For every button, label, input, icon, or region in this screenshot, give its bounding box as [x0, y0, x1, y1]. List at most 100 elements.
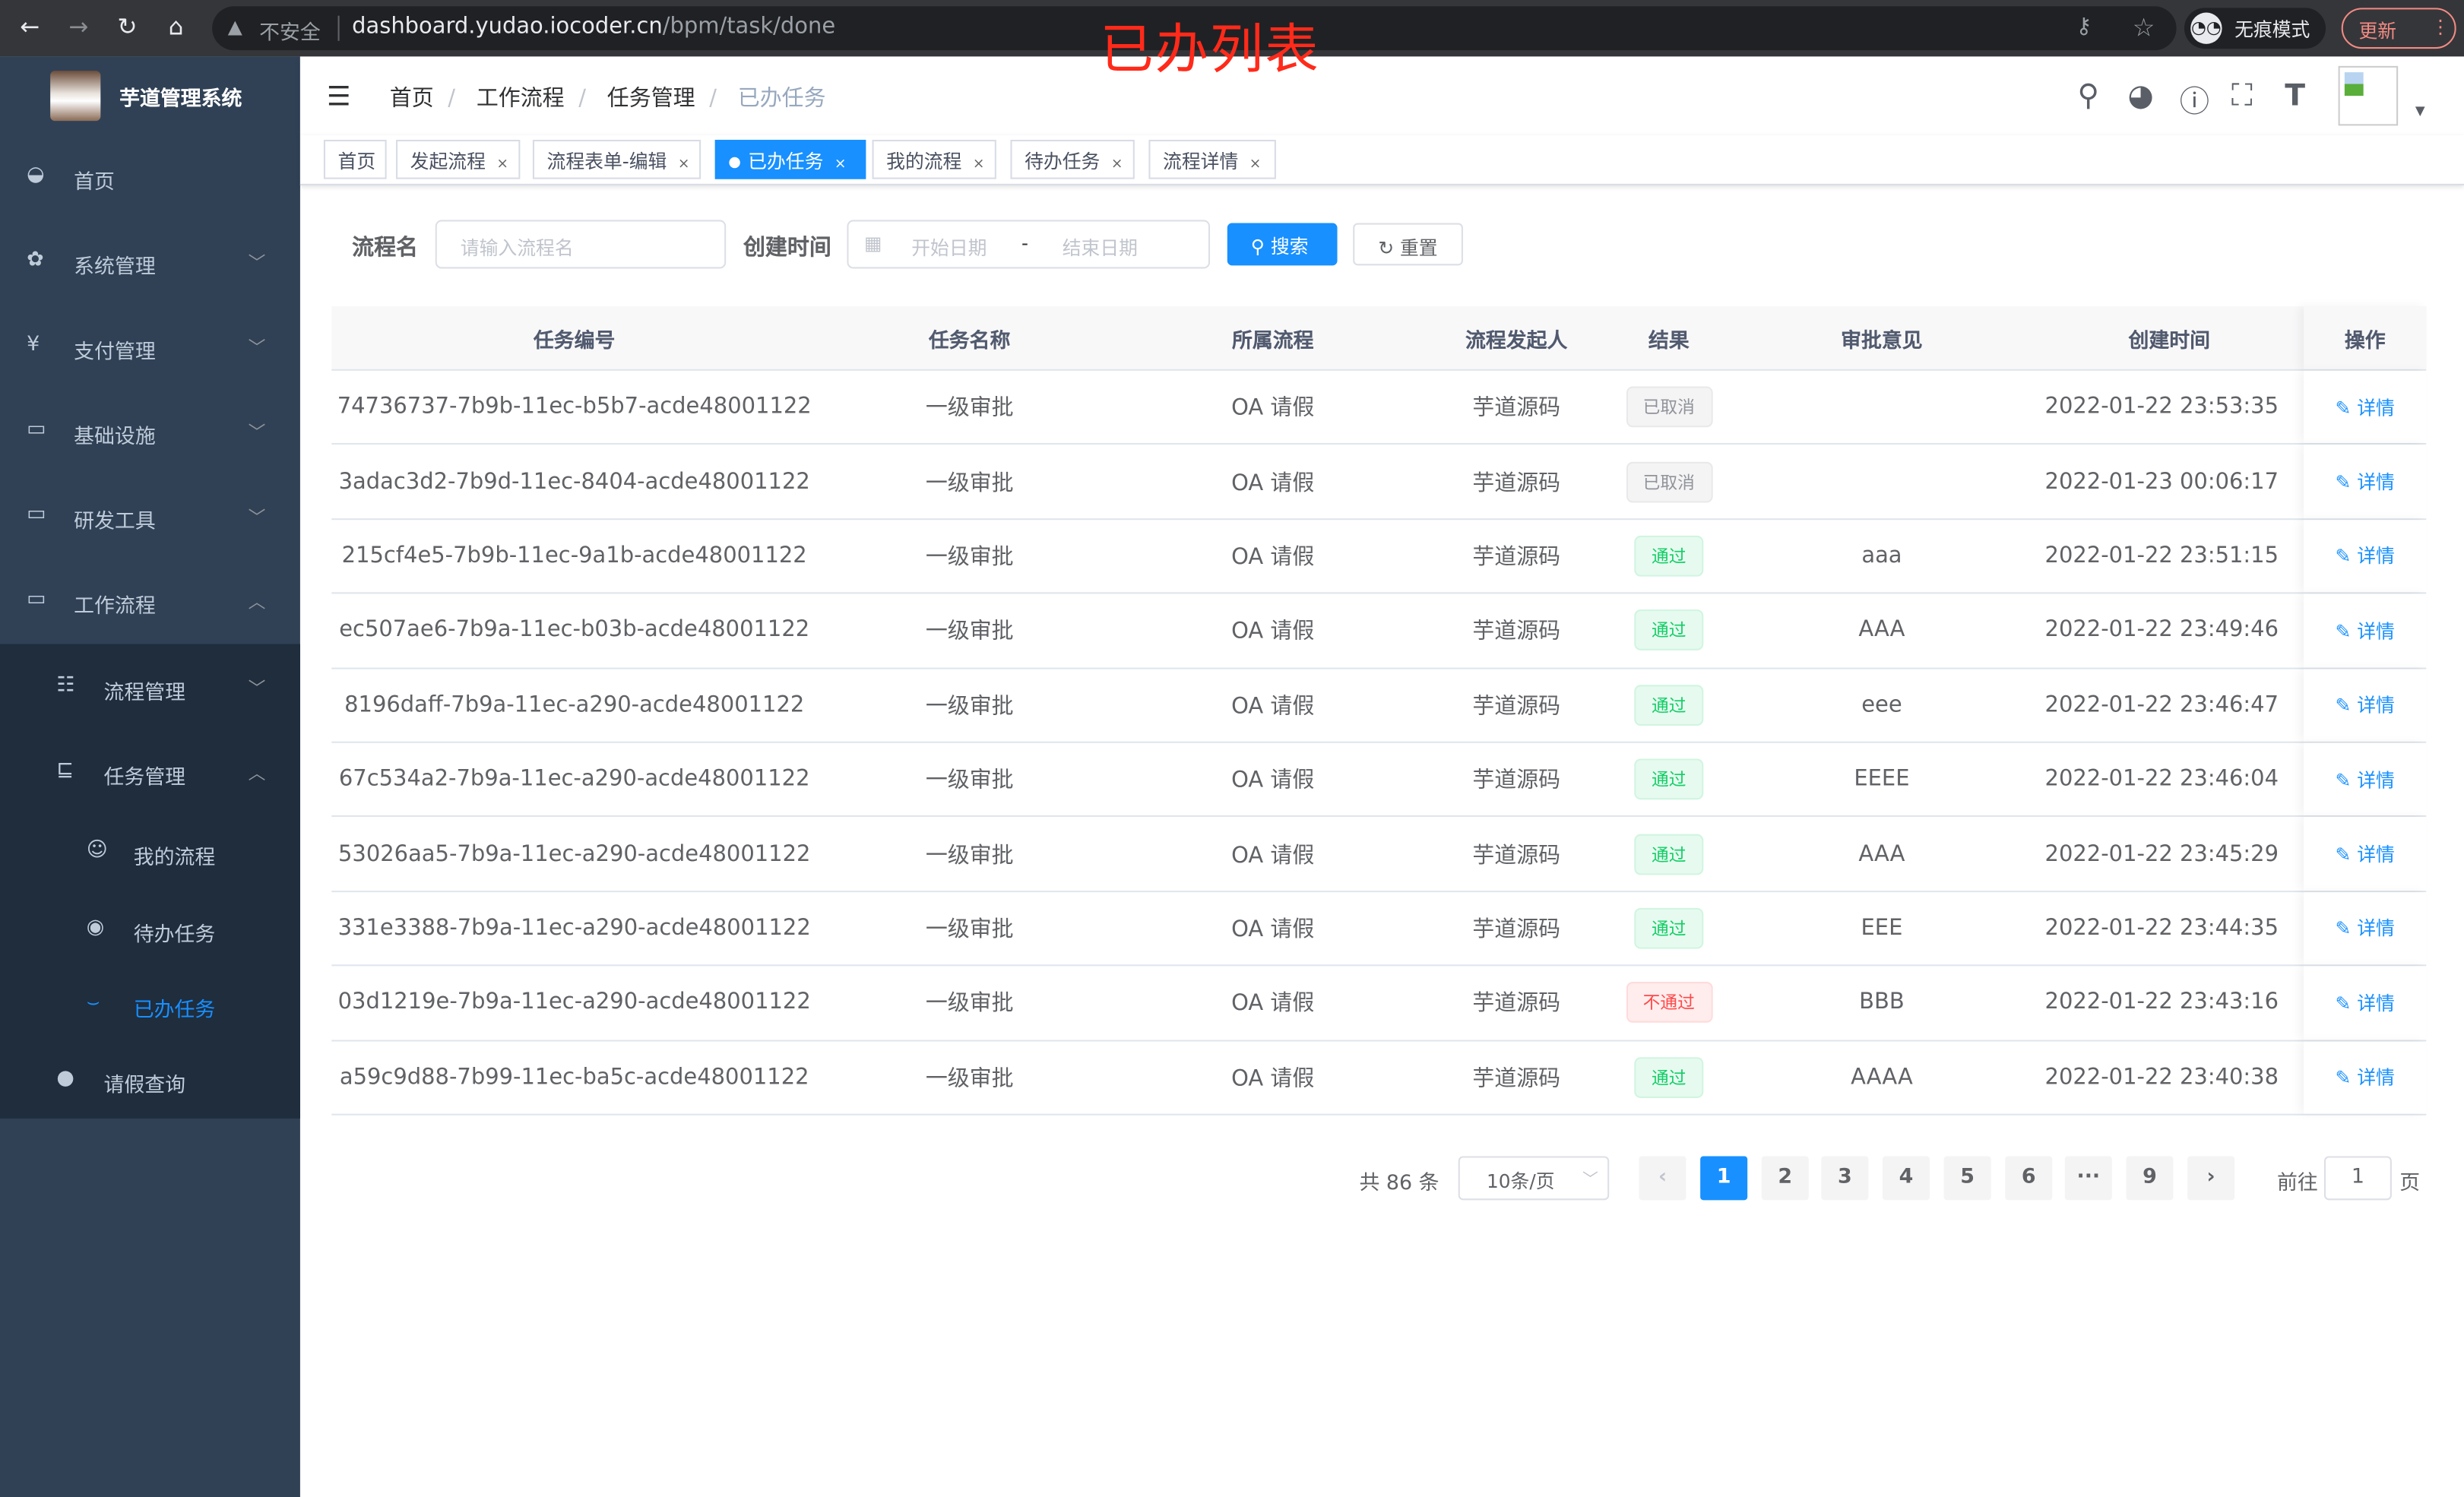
breadcrumb-item[interactable]: 任务管理 [606, 86, 695, 112]
prev-page-button[interactable]: ‹ [1639, 1156, 1686, 1201]
detail-link[interactable]: ✎ 详情 [2336, 766, 2395, 793]
back-icon[interactable]: ← [20, 12, 40, 41]
page-button[interactable]: 4 [1882, 1156, 1930, 1201]
tag-label: 我的流程 [886, 150, 962, 173]
update-button[interactable]: 更新 ⋮ [2341, 8, 2456, 49]
cell-starter: 芋道源码 [1424, 445, 1609, 518]
detail-link[interactable]: ✎ 详情 [2336, 617, 2395, 644]
detail-link[interactable]: ✎ 详情 [2336, 1064, 2395, 1090]
caret-down-icon[interactable]: ▼ [2415, 103, 2425, 119]
hamburger-icon[interactable]: ☰ [327, 81, 351, 113]
cell-text: 一级审批 [925, 843, 1014, 869]
page-button[interactable]: 3 [1821, 1156, 1869, 1201]
page-button[interactable]: 2 [1761, 1156, 1809, 1201]
sidebar-item-8[interactable]: ⊑ 任务管理 ︿ [0, 757, 300, 791]
tag-label: 流程表单-编辑 [546, 150, 667, 173]
tag-5[interactable]: 我的流程 × [872, 139, 996, 179]
cell-id: 67c534a2-7b9a-11ec-a290-acde48001122 [331, 743, 817, 816]
sidebar-item-11[interactable]: ⌣ 已办任务 [0, 989, 300, 1024]
tag-1[interactable]: 首页 [323, 139, 387, 179]
star-icon[interactable]: ☆ [2132, 12, 2155, 43]
page-button[interactable]: 9 [2126, 1156, 2174, 1201]
detail-link[interactable]: ✎ 详情 [2336, 543, 2395, 569]
cell-result: 通过 [1609, 520, 1728, 593]
close-icon[interactable]: × [1110, 157, 1123, 173]
sidebar-item-5[interactable]: ▭ 研发工具 ﹀ [0, 501, 300, 535]
cell-id: 331e3388-7b9a-11ec-a290-acde48001122 [331, 892, 817, 965]
detail-link[interactable]: ✎ 详情 [2336, 394, 2395, 420]
sidebar-item-1[interactable]: ◒ 首页 [0, 162, 300, 196]
help-icon[interactable]: ⓘ [2179, 84, 2210, 120]
tag-6[interactable]: 待办任务 × [1010, 139, 1135, 179]
sidebar-item-2[interactable]: ✿ 系统管理 ﹀ [0, 247, 300, 281]
github-icon[interactable]: ◕ [2127, 78, 2154, 113]
page-suffix: 页 [2399, 1172, 2421, 1196]
detail-link[interactable]: ✎ 详情 [2336, 840, 2395, 867]
detail-link[interactable]: ✎ 详情 [2336, 468, 2395, 495]
tag-3[interactable]: 流程表单-编辑 × [532, 139, 702, 179]
font-size-icon[interactable]: T [2285, 78, 2306, 113]
end-date-input[interactable]: 结束日期 [1062, 237, 1138, 260]
close-icon[interactable]: × [1249, 157, 1262, 173]
submenu-background [0, 644, 300, 1119]
cell-result: 通过 [1609, 1041, 1728, 1114]
sidebar-item-4[interactable]: ▭ 基础设施 ﹀ [0, 416, 300, 451]
goto-page-input[interactable]: 1 [2323, 1156, 2392, 1201]
status-badge: 通过 [1634, 609, 1704, 651]
key-icon[interactable]: ⚷ [2076, 14, 2092, 40]
search-icon[interactable]: ⚲ [2077, 78, 2100, 113]
page-size-select[interactable]: 10条/页 ﹀ [1458, 1156, 1610, 1201]
cell-text: OA 请假 [1231, 992, 1315, 1018]
date-range-picker[interactable]: ▦ 开始日期 - 结束日期 [847, 220, 1211, 269]
process-name-input[interactable]: 请输入流程名 [435, 220, 727, 269]
cell-comment: AAA [1728, 594, 2035, 667]
home-icon[interactable]: ⌂ [168, 12, 184, 41]
tag-2[interactable]: 发起流程 × [396, 139, 521, 179]
close-icon[interactable]: × [496, 157, 508, 173]
reload-icon[interactable]: ↻ [117, 12, 138, 41]
detail-link[interactable]: ✎ 详情 [2336, 915, 2395, 942]
page-button[interactable]: 1 [1700, 1156, 1748, 1201]
avatar[interactable] [2338, 65, 2399, 126]
close-icon[interactable]: × [834, 157, 847, 173]
breadcrumb-item[interactable]: 工作流程 [476, 86, 565, 112]
close-icon[interactable]: × [677, 157, 690, 173]
detail-link[interactable]: ✎ 详情 [2336, 692, 2395, 718]
address-bar[interactable]: ▲ 不安全 dashboard.yudao.iocoder.cn/bpm/tas… [212, 6, 2177, 51]
table-row: 8196daff-7b9a-11ec-a290-acde48001122 一级审批… [331, 668, 2427, 743]
sidebar-item-7[interactable]: ☷ 流程管理 ﹀ [0, 673, 300, 707]
status-badge: 通过 [1634, 907, 1704, 949]
cell-id: 74736737-7b9b-11ec-b5b7-acde48001122 [331, 371, 817, 444]
cell-text: ec507ae6-7b9a-11ec-b03b-acde48001122 [339, 618, 810, 644]
detail-link[interactable]: ✎ 详情 [2336, 989, 2395, 1016]
incognito-badge[interactable]: ◔◔ 无痕模式 [2184, 8, 2326, 49]
sidebar-item-12[interactable]: ● 请假查询 [0, 1065, 300, 1100]
tag-4[interactable]: 已办任务 × [714, 139, 866, 179]
sidebar-item-6[interactable]: ▭ 工作流程 ︿ [0, 586, 300, 620]
next-page-button[interactable]: › [2187, 1156, 2235, 1201]
breadcrumb-item[interactable]: 首页 [389, 86, 434, 112]
more-pages-button[interactable]: ··· [2064, 1156, 2112, 1201]
search-button[interactable]: ⚲ 搜索 [1227, 223, 1338, 266]
reset-button[interactable]: ↻ 重置 [1353, 223, 1463, 266]
fullscreen-icon[interactable]: ⛶ [2231, 78, 2253, 113]
sidebar-item-10[interactable]: ◉ 待办任务 [0, 914, 300, 948]
goto-label: 前往 [2276, 1172, 2318, 1196]
url-text[interactable]: dashboard.yudao.iocoder.cn/bpm/task/done [352, 14, 835, 40]
tag-7[interactable]: 流程详情 × [1148, 139, 1276, 179]
page-button[interactable]: 6 [2005, 1156, 2053, 1201]
cell-text: 2022-01-22 23:46:04 [2044, 767, 2279, 793]
tags-view: 首页 发起流程 × 流程表单-编辑 × 已办任务 × 我的流程 × 待办任务 × 流程详情 × [299, 135, 2464, 185]
close-icon[interactable]: × [972, 157, 985, 173]
cell-name: 一级审批 [817, 818, 1122, 891]
dashboard-icon: ◒ [27, 163, 45, 187]
sidebar-item-3[interactable]: ¥ 支付管理 ﹀ [0, 331, 300, 366]
cell-text: 芋道源码 [1472, 396, 1561, 422]
sidebar-item-9[interactable]: ☺ 我的流程 [0, 837, 300, 872]
start-date-input[interactable]: 开始日期 [911, 237, 987, 260]
forward-icon[interactable]: → [68, 12, 89, 41]
edit-icon: ✎ [2335, 769, 2358, 792]
tag-label: 发起流程 [410, 150, 486, 173]
chevron-down-icon: ﹀ [248, 507, 266, 528]
page-button[interactable]: 5 [1943, 1156, 1991, 1201]
